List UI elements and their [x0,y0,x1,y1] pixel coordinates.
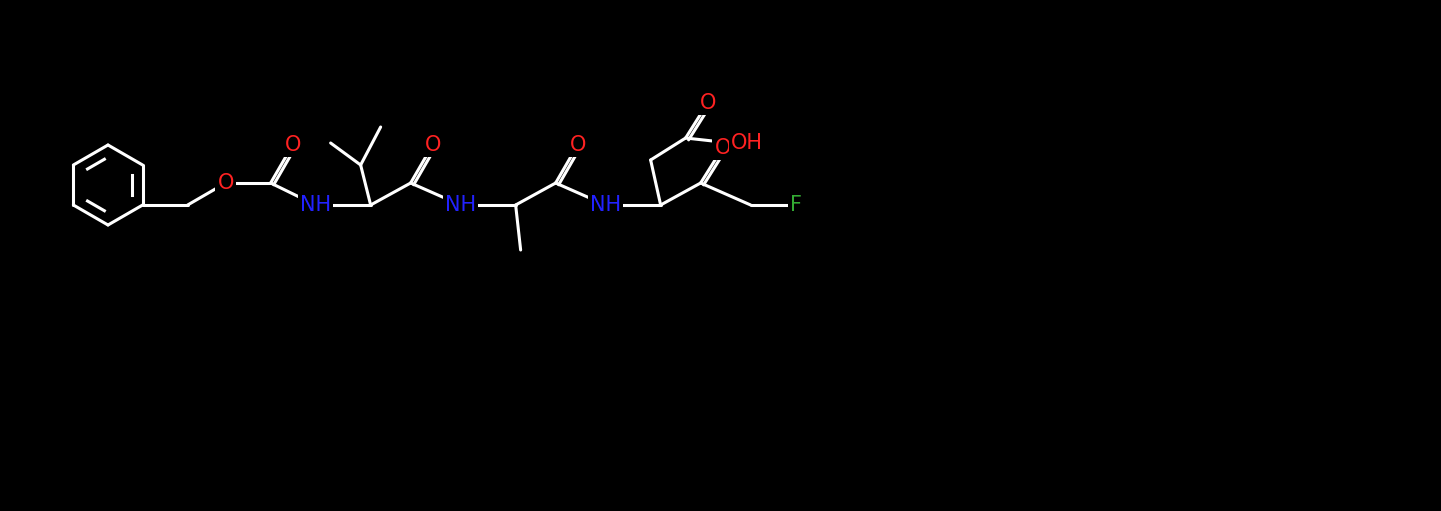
Text: O: O [699,93,716,113]
Text: NH: NH [589,195,621,215]
Text: F: F [790,195,801,215]
Text: O: O [425,135,441,155]
Text: O: O [284,135,301,155]
Text: O: O [569,135,586,155]
Text: O: O [218,173,233,193]
Text: OH: OH [731,133,762,153]
Text: NH: NH [445,195,476,215]
Text: O: O [715,138,731,158]
Text: NH: NH [300,195,331,215]
